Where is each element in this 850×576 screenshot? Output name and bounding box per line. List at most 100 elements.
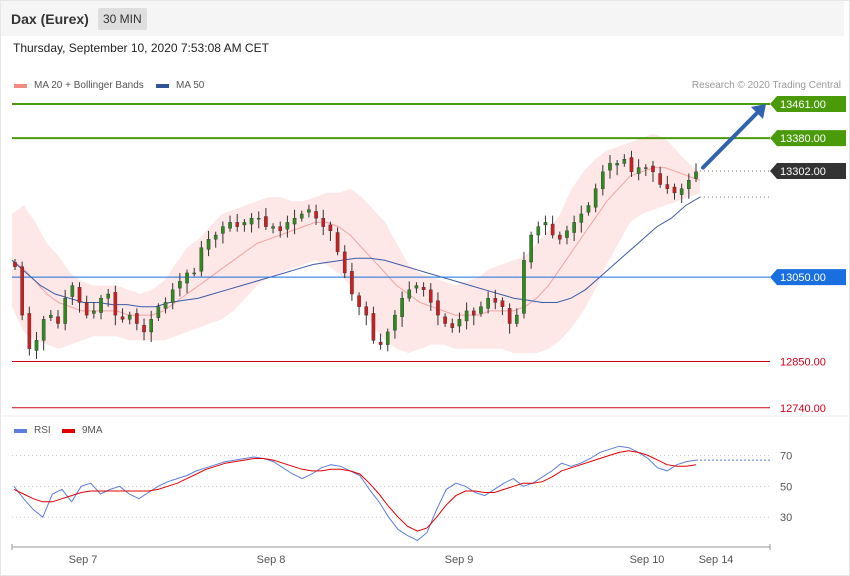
candle [328,221,333,241]
candle [307,204,311,218]
candle [242,219,247,232]
legend-rsi: RSI [14,425,51,436]
candle [235,213,240,232]
level-tag-0 [770,96,846,113]
ma20-line [11,167,701,316]
candle [156,303,161,321]
candle [142,318,146,341]
ma50-line [11,196,701,308]
candle [321,209,326,236]
candle [249,213,254,233]
candle [644,164,648,177]
rsi-plot: 70 50 30 [12,445,792,541]
candle [622,154,627,167]
level-label-4: 12850.00 [780,356,826,368]
candle [507,303,512,334]
candle [314,204,318,225]
time-axis: Sep 7 Sep 8 Sep 9 Sep 10 Sep 14 [11,544,771,566]
candle [586,202,591,216]
time-tick-label: Sep 8 [257,554,286,566]
level-tag-2 [770,162,846,179]
candle [13,259,17,271]
time-tick-label: Sep 10 [630,554,665,566]
candle [278,221,283,238]
candle [27,306,32,356]
legend-ma50: MA 50 [156,80,204,91]
candle [120,308,125,323]
candle [694,163,698,182]
chart-header: Dax (Eurex) 30 MIN [1,1,844,36]
projection-arrow-shaft [701,108,762,170]
candle [34,331,39,359]
candle [565,225,569,245]
candle [371,306,376,344]
candle [615,160,619,176]
candle [558,231,562,245]
candle [579,205,584,233]
candle [185,269,189,294]
candle [550,215,555,239]
candle [299,210,304,222]
candle [213,231,218,248]
candle [41,315,46,351]
candle [514,308,519,327]
candle [256,211,261,229]
candle [113,285,118,326]
legend-rsi-label: RSI [34,425,51,436]
candle [285,215,290,238]
candle [221,221,225,244]
candle [636,159,641,181]
candle [92,302,96,319]
candle [264,208,268,230]
legend-ma20-label: MA 20 + Bollinger Bands [34,80,144,91]
bollinger-band [12,133,700,353]
candle [679,183,684,204]
candle [271,223,275,234]
candle [436,292,440,326]
candle [486,291,490,314]
level-tag-3 [770,269,846,286]
candle [400,291,404,327]
candle [335,227,340,256]
candle [443,313,447,327]
candle [428,283,433,311]
level-label-2: 13302.00 [780,166,826,178]
candle [385,328,390,352]
timeframe-badge[interactable]: 30 MIN [98,8,147,30]
level-label-3: 13050.00 [780,272,826,284]
price-plot: 13461.00 13380.00 13302.00 13050.00 12850.00… [11,96,846,415]
candle [608,154,612,179]
candle [493,289,498,310]
candle [464,302,469,330]
candle [357,292,361,316]
candle [127,311,132,325]
rsi-tick-label: 70 [780,450,792,462]
candle [651,160,655,182]
candle [414,282,419,294]
candle [593,183,598,213]
candle [63,289,67,331]
candle [407,281,412,302]
time-tick-label: Sep 9 [445,554,474,566]
candle [393,310,397,339]
candle [170,283,175,310]
projection-arrow-head [751,104,766,120]
level-label-1: 13380.00 [780,133,826,145]
legend-rsi-swatch [14,428,27,433]
candle [543,215,548,236]
date-line: Thursday, September 10, 2020 7:53:08 AM … [13,41,269,55]
candle [84,295,89,319]
candle [350,262,354,301]
legend-9ma-label: 9MA [82,425,103,436]
candle [672,183,677,200]
candle [163,297,168,314]
candle [199,240,204,277]
candle [20,261,24,321]
candle [149,310,154,343]
candle [135,308,139,331]
candle [178,272,182,297]
legend-ma50-label: MA 50 [176,80,205,91]
candle [572,215,576,241]
candle [342,245,347,279]
